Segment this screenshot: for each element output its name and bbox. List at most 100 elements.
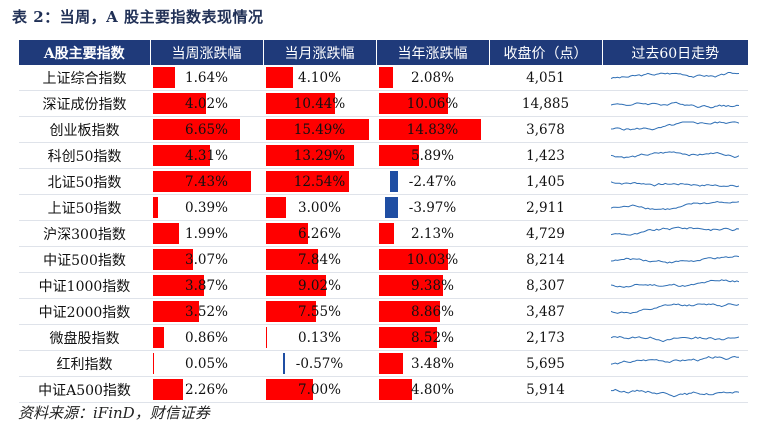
year-change-value: 2.08% [411,69,454,86]
week-change-value: 2.26% [185,381,228,398]
trend-sparkline [611,226,739,236]
year-change-cell: 5.89% [376,142,489,169]
week-change-bar [153,353,154,374]
year-change-value: -3.97% [408,199,457,216]
trend-sparkline [611,278,739,288]
month-change-bar [266,171,350,192]
close-price-cell: 8,307 [489,272,602,299]
month-change-cell: 9.02% [263,272,376,299]
week-change-value: 4.02% [185,95,228,112]
month-change-value: 0.13% [298,329,341,346]
week-change-value: 3.07% [185,251,228,268]
week-change-cell: 1.64% [150,65,263,91]
week-change-value: 0.39% [185,199,228,216]
month-change-cell: 7.55% [263,298,376,325]
year-change-cell: -2.47% [376,168,489,195]
year-change-cell: 2.13% [376,220,489,247]
trend-sparkline [611,120,739,131]
table-row: 深证成份指数 4.02% 10.44% 10.06% 14,885 [19,90,748,117]
close-price-cell: 4,729 [489,220,602,247]
year-change-value: 8.86% [411,303,454,320]
close-price-cell: 2,911 [489,194,602,221]
year-change-cell: 8.86% [376,298,489,325]
index-name-cell: 北证50指数 [19,168,150,195]
month-change-cell: 12.54% [263,168,376,195]
month-change-bar [266,301,317,322]
week-change-bar [153,67,175,88]
month-change-bar [266,197,286,218]
header-close-price: 收盘价（点） [488,40,602,65]
year-change-bar [379,301,440,322]
week-change-bar [153,171,251,192]
index-name-cell: 红利指数 [19,350,150,377]
trend-sparkline-cell [602,65,748,91]
table-title: 表 2：当周，A 股主要指数表现情况 [12,8,264,26]
trend-line [611,150,739,158]
index-name-cell: 深证成份指数 [19,90,150,117]
year-change-bar [379,119,481,140]
week-change-cell: 0.39% [150,194,263,221]
trend-sparkline [611,180,739,187]
month-change-value: 15.49% [293,121,346,138]
year-change-cell: 9.38% [376,272,489,299]
month-change-value: 12.54% [293,173,346,190]
week-change-cell: 0.86% [150,324,263,351]
week-change-cell: 3.52% [150,298,263,325]
trend-sparkline-cell [602,168,748,195]
week-change-cell: 3.07% [150,246,263,273]
trend-line [611,255,739,264]
trend-sparkline [611,101,739,108]
index-name-cell: 中证1000指数 [19,272,150,299]
trend-line [611,335,739,342]
trend-sparkline-cell [602,194,748,221]
header-60day-trend: 过去60日走势 [601,40,748,65]
trend-line [611,226,739,236]
header-index-name: A股主要指数 [19,40,150,65]
year-change-cell: 10.06% [376,90,489,117]
year-change-cell: 10.03% [376,246,489,273]
trend-sparkline-cell [602,116,748,143]
close-price-cell: 2,173 [489,324,602,351]
header-year-change: 当年涨跌幅 [375,40,489,65]
index-name-cell: 微盘股指数 [19,324,150,351]
week-change-bar [153,197,159,218]
year-change-value: 10.06% [406,95,459,112]
index-name-cell: 上证综合指数 [19,65,150,91]
index-name-cell: 中证2000指数 [19,298,150,325]
year-change-cell: 3.48% [376,350,489,377]
week-change-value: 0.05% [185,355,228,372]
trend-line [611,200,739,210]
year-change-bar [379,379,412,400]
table-row: 中证1000指数 3.87% 9.02% 9.38% 8,307 [19,272,748,299]
trend-line [611,388,739,397]
close-price-cell: 5,914 [489,376,602,403]
trend-line [611,302,739,314]
year-change-value: 8.52% [411,329,454,346]
index-name-cell: 上证50指数 [19,194,150,221]
trend-sparkline-cell [602,324,748,351]
year-change-bar [379,93,448,114]
year-change-value: 2.13% [411,225,454,242]
index-name-cell: 沪深300指数 [19,220,150,247]
year-change-cell: 4.80% [376,376,489,403]
week-change-cell: 4.31% [150,142,263,169]
close-price-cell: 3,487 [489,298,602,325]
month-change-bar [266,145,355,166]
trend-sparkline [611,255,739,264]
year-change-value: 9.38% [411,277,454,294]
trend-line [611,71,739,79]
month-change-value: 7.84% [298,251,341,268]
month-change-value: 4.10% [298,69,341,86]
table-row: 沪深300指数 1.99% 6.26% 2.13% 4,729 [19,220,748,247]
table-row: 中证A500指数 2.26% 7.00% 4.80% 5,914 [19,376,748,403]
month-change-cell: 6.26% [263,220,376,247]
month-change-cell: 7.00% [263,376,376,403]
month-change-value: 3.00% [298,199,341,216]
close-price-cell: 5,695 [489,350,602,377]
year-change-bar [379,223,394,244]
index-performance-table: A股主要指数 当周涨跌幅 当月涨跌幅 当年涨跌幅 收盘价（点） 过去60日走势 … [19,40,748,403]
year-change-cell: -3.97% [376,194,489,221]
year-change-bar [379,67,394,88]
year-change-cell: 8.52% [376,324,489,351]
week-change-value: 3.87% [185,277,228,294]
